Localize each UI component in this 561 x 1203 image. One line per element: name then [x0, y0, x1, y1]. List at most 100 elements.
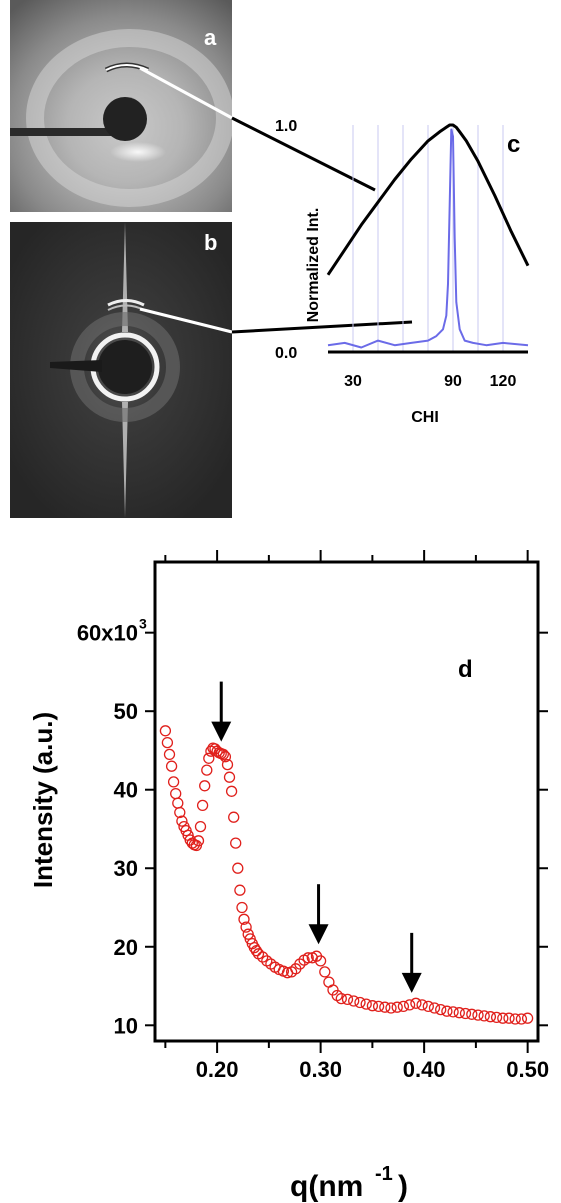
data-point	[230, 837, 242, 849]
data-point	[248, 941, 261, 954]
data-point	[159, 725, 172, 737]
data-point	[385, 1002, 397, 1014]
chart-c-series-line-1	[326, 123, 530, 276]
data-point	[478, 1010, 490, 1022]
chart-d-y-tick-exponent: 3	[139, 616, 147, 632]
chart-d-x-label-end: )	[398, 1170, 408, 1203]
data-point	[217, 748, 229, 761]
data-point	[294, 958, 306, 970]
data-point	[410, 997, 422, 1009]
chart-c: 30 90 120 0.0 1.0 CHI Normalized Int. c	[275, 118, 530, 426]
data-point	[199, 780, 211, 792]
diffraction-pattern-b: b	[10, 222, 232, 518]
peak-arrow	[211, 681, 232, 742]
connector-lines	[139, 66, 413, 334]
data-point	[240, 921, 252, 933]
chart-d-x-tick-label: 0.50	[506, 1057, 549, 1082]
data-point	[170, 787, 182, 800]
data-point	[302, 952, 314, 964]
data-point	[335, 992, 347, 1005]
chart-c-x-ticks: 30 90 120	[344, 373, 516, 390]
chart-d-x-ticks: 0.20 0.30 0.40 0.50	[164, 550, 549, 1082]
chart-c-series-line-2	[327, 128, 529, 349]
chart-c-series	[326, 123, 530, 349]
chart-d-y-tick-label: 20	[114, 935, 138, 960]
data-point	[234, 884, 246, 896]
chart-c-x-tick-label: 30	[344, 373, 362, 390]
data-point	[163, 748, 176, 761]
data-point	[221, 758, 234, 771]
chart-d-frame	[153, 560, 540, 1043]
data-point	[176, 815, 188, 827]
data-point	[441, 1005, 453, 1017]
data-point	[341, 993, 354, 1006]
panel-label-b: b	[204, 230, 217, 255]
peak-arrow	[308, 884, 329, 945]
chart-d-y-tick-label: 60x10	[77, 621, 138, 646]
chart-c-x-tick-label: 90	[444, 373, 462, 390]
data-point	[366, 1000, 379, 1012]
panel-label-d: d	[458, 656, 473, 683]
data-point	[319, 966, 331, 978]
data-point	[391, 1001, 403, 1013]
data-point	[165, 760, 178, 772]
chart-d: 0.20 0.30 0.40 0.50 10 20 30 40 50 60x10 3 Intens…	[28, 550, 549, 1203]
panel-label-a: a	[204, 25, 217, 50]
chart-c-y-tick-label: 0.0	[275, 345, 297, 362]
beamstop	[98, 340, 152, 394]
data-point	[459, 1007, 472, 1020]
data-point	[196, 799, 209, 812]
data-point	[167, 776, 180, 788]
data-point	[472, 1009, 484, 1021]
data-point	[232, 862, 244, 874]
chart-d-y-label: Intensity (a.u.)	[28, 712, 58, 888]
data-point	[484, 1011, 497, 1023]
chart-d-y-tick-label: 10	[114, 1013, 138, 1038]
diffraction-image-a: a	[10, 0, 232, 212]
chart-d-y-tick-label: 40	[114, 778, 138, 803]
data-point	[172, 797, 184, 809]
data-point	[490, 1011, 503, 1024]
chart-d-arrows	[211, 681, 422, 993]
chart-d-x-tick-label: 0.40	[403, 1057, 446, 1082]
chart-d-x-label: q(nm -1 )	[290, 1163, 408, 1203]
diffraction-pattern-a: a	[10, 0, 232, 212]
data-point	[257, 951, 269, 963]
data-point	[416, 999, 428, 1011]
data-point	[225, 785, 238, 797]
data-point	[379, 1001, 391, 1013]
chart-d-x-label-main: q(nm	[290, 1170, 363, 1203]
data-point	[503, 1012, 515, 1024]
data-point	[354, 996, 366, 1009]
data-point	[223, 771, 236, 783]
data-point	[428, 1002, 441, 1014]
data-point	[360, 998, 372, 1010]
panel-label-c: c	[507, 131, 520, 158]
data-point	[192, 835, 205, 847]
chart-d-y-tick-label: 30	[114, 856, 138, 881]
data-point	[466, 1008, 478, 1020]
beamstop	[103, 97, 147, 141]
data-point	[435, 1003, 447, 1016]
data-point	[372, 1000, 385, 1013]
chart-d-y-tick-label: 50	[114, 699, 138, 724]
peak-arrow	[401, 932, 422, 993]
data-point	[497, 1012, 509, 1024]
data-point	[228, 811, 240, 823]
data-point	[250, 945, 263, 957]
data-point	[447, 1006, 459, 1018]
chart-d-x-tick-label: 0.20	[196, 1057, 239, 1082]
chart-c-y-tick-label: 1.0	[275, 118, 297, 135]
data-point	[194, 820, 207, 833]
chart-c-x-tick-label: 120	[490, 373, 517, 390]
data-point	[515, 1013, 528, 1025]
data-point	[403, 999, 416, 1011]
data-point	[314, 955, 327, 967]
beamstop-arm	[10, 128, 115, 136]
chart-d-y-ticks: 10 20 30 40 50 60x10 3	[77, 616, 548, 1038]
chart-d-x-label-sup: -1	[375, 1163, 393, 1185]
chart-d-points	[159, 725, 534, 1025]
bright-spot	[110, 142, 166, 162]
data-point	[203, 752, 215, 764]
